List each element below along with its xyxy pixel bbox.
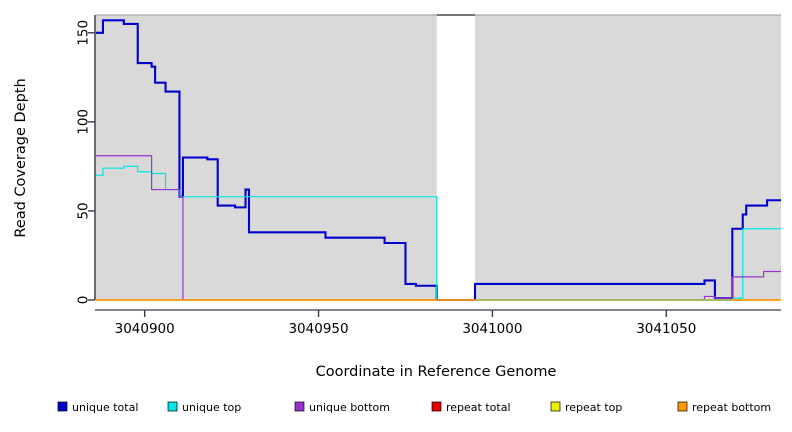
legend-swatch-1	[167, 401, 178, 412]
y-tick-label-1: 50	[76, 202, 92, 219]
x-tick-label-3: 3041050	[636, 321, 696, 337]
panel-background-0	[96, 15, 437, 300]
y-tick-label-0: 0	[76, 296, 92, 305]
y-tick-label-2: 100	[76, 109, 92, 135]
legend: unique total unique top unique bottom repea…	[57, 401, 771, 414]
x-tick-label-1: 3040950	[288, 321, 348, 337]
y-axis-title: Read Coverage Depth	[13, 78, 29, 237]
x-axis-title: Coordinate in Reference Genome	[316, 364, 557, 380]
axes-group	[88, 15, 781, 317]
data-series-group	[96, 19, 781, 302]
x-tick-label-0: 3040900	[115, 321, 175, 337]
legend-label-3: repeat total	[446, 401, 511, 414]
legend-label-2: unique bottom	[309, 401, 390, 414]
legend-label-4: repeat top	[565, 401, 622, 414]
panel-background-1	[475, 15, 781, 300]
legend-swatch-2	[294, 401, 305, 412]
legend-swatch-4	[550, 401, 561, 412]
legend-swatch-0	[57, 401, 68, 412]
legend-label-0: unique total	[72, 401, 138, 414]
legend-swatch-3	[431, 401, 442, 412]
tick-labels-group: 0 50 100 150 3040900 3040950 3041000 3041050	[76, 20, 697, 337]
legend-swatch-5	[677, 401, 688, 412]
legend-label-1: unique top	[182, 401, 241, 414]
y-tick-label-3: 150	[76, 20, 92, 46]
x-tick-label-2: 3041000	[462, 321, 522, 337]
panel-backgrounds	[96, 15, 781, 300]
legend-label-5: repeat bottom	[692, 401, 771, 414]
